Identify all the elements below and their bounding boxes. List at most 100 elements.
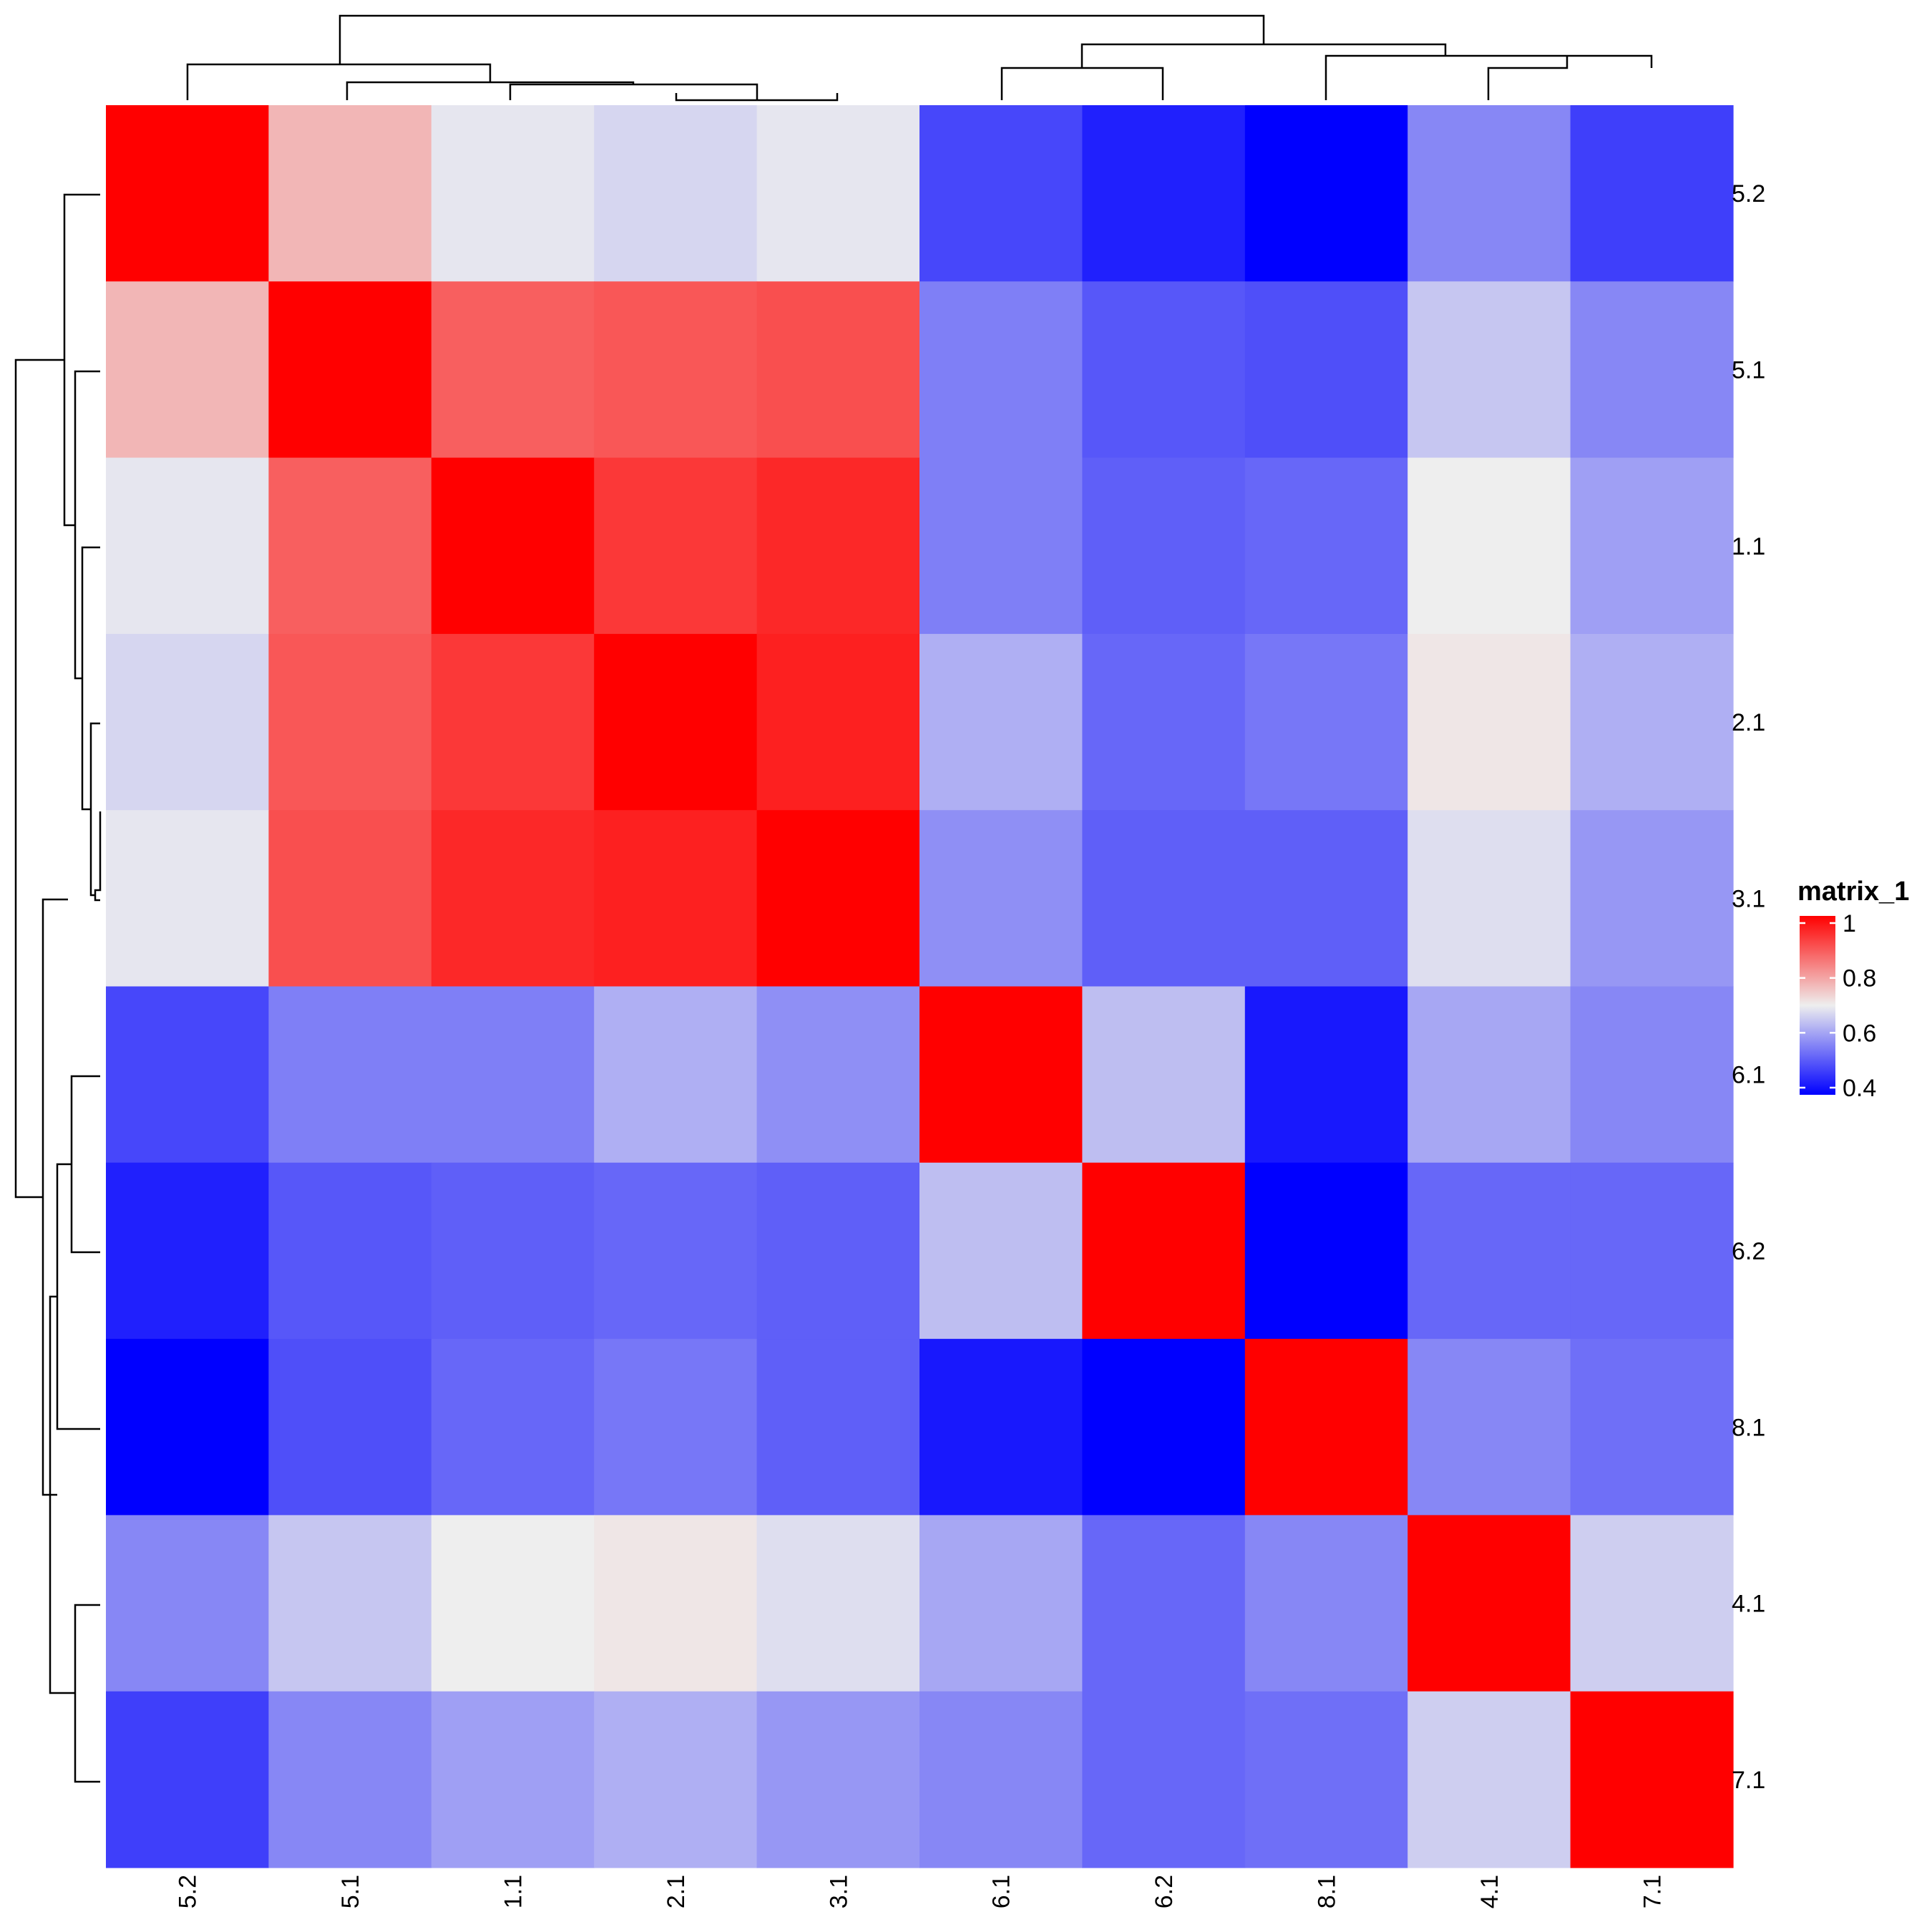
legend-tick-label: 0.4 bbox=[1843, 1075, 1876, 1102]
heatmap-cell-6.1-1.1 bbox=[431, 986, 595, 1163]
row-label: 6.1 bbox=[1732, 1062, 1765, 1089]
heatmap-cell-5.2-4.1 bbox=[1407, 105, 1571, 282]
legend-colorbar bbox=[1800, 916, 1835, 1095]
column-label: 8.1 bbox=[1314, 1875, 1341, 1908]
heatmap-cell-6.1-8.1 bbox=[1244, 986, 1408, 1163]
heatmap-cell-3.1-6.2 bbox=[1082, 810, 1246, 987]
row-label: 4.1 bbox=[1732, 1591, 1765, 1618]
heatmap-cell-5.1-6.2 bbox=[1082, 281, 1246, 459]
heatmap-cell-1.1-8.1 bbox=[1244, 457, 1408, 635]
color-legend: matrix_1 1 0.8 0.6 0.4 bbox=[1797, 877, 1909, 1102]
heatmap-cell-5.1-5.1 bbox=[268, 281, 432, 459]
heatmap-cell-2.1-5.2 bbox=[106, 633, 269, 811]
heatmap-cell-1.1-6.1 bbox=[919, 457, 1083, 635]
heatmap-cell-5.1-8.1 bbox=[1244, 281, 1408, 459]
column-label: 4.1 bbox=[1476, 1875, 1503, 1908]
heatmap-cell-7.1-6.1 bbox=[919, 1691, 1083, 1868]
heatmap-cell-1.1-4.1 bbox=[1407, 457, 1571, 635]
heatmap-cell-7.1-8.1 bbox=[1244, 1691, 1408, 1868]
heatmap-cell-3.1-5.1 bbox=[268, 810, 432, 987]
heatmap-cell-6.1-3.1 bbox=[756, 986, 920, 1163]
legend-title: matrix_1 bbox=[1797, 877, 1909, 907]
heatmap-cell-7.1-5.1 bbox=[268, 1691, 432, 1868]
heatmap-cell-6.2-2.1 bbox=[594, 1162, 758, 1340]
heatmap-cell-2.1-6.1 bbox=[919, 633, 1083, 811]
heatmap-cell-4.1-7.1 bbox=[1570, 1515, 1734, 1692]
heatmap-cell-5.2-8.1 bbox=[1244, 105, 1408, 282]
heatmap-cell-6.2-1.1 bbox=[431, 1162, 595, 1340]
row-label: 2.1 bbox=[1732, 709, 1765, 736]
heatmap-cell-2.1-5.1 bbox=[268, 633, 432, 811]
heatmap-cell-1.1-7.1 bbox=[1570, 457, 1734, 635]
heatmap-cell-6.2-3.1 bbox=[756, 1162, 920, 1340]
heatmap-cell-8.1-1.1 bbox=[431, 1339, 595, 1516]
heatmap-cell-5.1-4.1 bbox=[1407, 281, 1571, 459]
heatmap-cell-6.1-5.2 bbox=[106, 986, 269, 1163]
heatmap-cell-4.1-5.2 bbox=[106, 1515, 269, 1692]
heatmap-cell-6.1-6.2 bbox=[1082, 986, 1246, 1163]
heatmap-cell-1.1-2.1 bbox=[594, 457, 758, 635]
column-label: 3.1 bbox=[825, 1875, 852, 1908]
row-label: 5.2 bbox=[1732, 180, 1765, 208]
heatmap-cell-5.1-5.2 bbox=[106, 281, 269, 459]
heatmap-cell-8.1-7.1 bbox=[1570, 1339, 1734, 1516]
heatmap-cell-5.1-6.1 bbox=[919, 281, 1083, 459]
legend-ticks: 1 0.8 0.6 0.4 bbox=[1800, 910, 1876, 1102]
heatmap-cell-8.1-8.1 bbox=[1244, 1339, 1408, 1516]
heatmap-cell-8.1-6.1 bbox=[919, 1339, 1083, 1516]
heatmap-cell-1.1-5.1 bbox=[268, 457, 432, 635]
legend-tick-label: 1 bbox=[1843, 910, 1856, 937]
heatmap-cell-3.1-3.1 bbox=[756, 810, 920, 987]
heatmap-cell-5.1-2.1 bbox=[594, 281, 758, 459]
heatmap-cell-4.1-5.1 bbox=[268, 1515, 432, 1692]
heatmap-cell-6.2-5.1 bbox=[268, 1162, 432, 1340]
heatmap-cell-2.1-4.1 bbox=[1407, 633, 1571, 811]
heatmap-cell-8.1-5.2 bbox=[106, 1339, 269, 1516]
heatmap-cell-1.1-5.2 bbox=[106, 457, 269, 635]
row-label: 6.2 bbox=[1732, 1238, 1765, 1265]
heatmap-cell-5.2-5.2 bbox=[106, 105, 269, 282]
heatmap-cell-5.2-5.1 bbox=[268, 105, 432, 282]
heatmap-cell-4.1-6.1 bbox=[919, 1515, 1083, 1692]
heatmap-cell-1.1-6.2 bbox=[1082, 457, 1246, 635]
heatmap-cell-6.1-2.1 bbox=[594, 986, 758, 1163]
column-label: 2.1 bbox=[663, 1875, 690, 1908]
column-dendrogram bbox=[186, 14, 1653, 102]
heatmap-cell-4.1-6.2 bbox=[1082, 1515, 1246, 1692]
heatmap-cell-7.1-3.1 bbox=[756, 1691, 920, 1868]
heatmap-cell-6.2-4.1 bbox=[1407, 1162, 1571, 1340]
heatmap-cell-3.1-6.1 bbox=[919, 810, 1083, 987]
column-label: 5.1 bbox=[337, 1875, 364, 1908]
row-dendrogram bbox=[14, 193, 102, 1783]
heatmap-cell-6.2-8.1 bbox=[1244, 1162, 1408, 1340]
heatmap-cell-6.2-7.1 bbox=[1570, 1162, 1734, 1340]
row-label: 5.1 bbox=[1732, 357, 1765, 384]
heatmap-cell-2.1-6.2 bbox=[1082, 633, 1246, 811]
heatmap-cell-5.2-6.1 bbox=[919, 105, 1083, 282]
heatmap-cell-2.1-7.1 bbox=[1570, 633, 1734, 811]
heatmap-cell-1.1-3.1 bbox=[756, 457, 920, 635]
heatmap-cell-3.1-1.1 bbox=[431, 810, 595, 987]
heatmap-cell-8.1-4.1 bbox=[1407, 1339, 1571, 1516]
heatmap-cell-8.1-2.1 bbox=[594, 1339, 758, 1516]
heatmap-cell-3.1-2.1 bbox=[594, 810, 758, 987]
column-label: 7.1 bbox=[1639, 1875, 1666, 1908]
heatmap-cell-5.2-2.1 bbox=[594, 105, 758, 282]
heatmap-cell-6.1-4.1 bbox=[1407, 986, 1571, 1163]
heatmap-cell-7.1-1.1 bbox=[431, 1691, 595, 1868]
heatmap-cell-3.1-8.1 bbox=[1244, 810, 1408, 987]
heatmap-cell-5.1-1.1 bbox=[431, 281, 595, 459]
legend-tick-label: 0.6 bbox=[1843, 1020, 1876, 1047]
heatmap-cell-3.1-7.1 bbox=[1570, 810, 1734, 987]
heatmap-cell-7.1-6.2 bbox=[1082, 1691, 1246, 1868]
heatmap-cell-7.1-4.1 bbox=[1407, 1691, 1571, 1868]
heatmap-cell-4.1-1.1 bbox=[431, 1515, 595, 1692]
heatmap-cell-3.1-5.2 bbox=[106, 810, 269, 987]
row-label: 1.1 bbox=[1732, 533, 1765, 560]
heatmap-cell-5.2-3.1 bbox=[756, 105, 920, 282]
row-label: 3.1 bbox=[1732, 885, 1765, 912]
heatmap-cell-4.1-3.1 bbox=[756, 1515, 920, 1692]
column-label: 6.2 bbox=[1151, 1875, 1178, 1908]
heatmap-cell-7.1-2.1 bbox=[594, 1691, 758, 1868]
